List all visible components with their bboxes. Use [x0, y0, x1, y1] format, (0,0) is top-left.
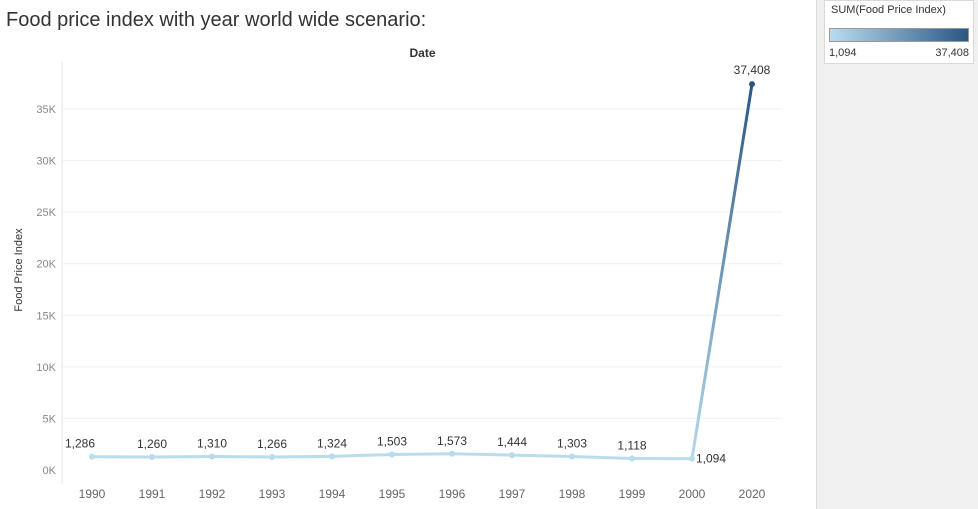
line-segment [510, 453, 574, 459]
x-tick-label: 1990 [79, 487, 106, 501]
data-label: 1,094 [696, 452, 726, 466]
x-tick-label: 1995 [379, 487, 406, 501]
line-segment [450, 452, 514, 457]
line-segment [270, 454, 334, 459]
y-tick-label: 15K [36, 310, 56, 322]
y-tick-label: 35K [36, 104, 56, 116]
x-tick-label: 1999 [619, 487, 646, 501]
x-tick-label: 1998 [559, 487, 586, 501]
data-point[interactable] [629, 455, 635, 462]
line-segment [150, 454, 214, 459]
x-tick-label: 1991 [139, 487, 166, 501]
x-tick-label: 1997 [499, 487, 526, 501]
y-tick-label: 20K [36, 259, 56, 271]
x-tick-label: 1996 [439, 487, 466, 501]
x-tick-label: 2000 [679, 487, 706, 501]
y-tick-label: 0K [43, 465, 57, 477]
legend-color-ramp [829, 28, 969, 42]
x-tick-label: 1994 [319, 487, 346, 501]
data-point[interactable] [569, 453, 575, 460]
legend-title: SUM(Food Price Index) [831, 4, 946, 16]
y-tick-label: 25K [36, 207, 56, 219]
data-label: 1,573 [437, 434, 467, 448]
data-label: 1,266 [257, 437, 287, 451]
chart-title: Food price index with year world wide sc… [6, 9, 427, 31]
line-segment [390, 452, 454, 456]
data-point[interactable] [209, 453, 215, 460]
color-legend[interactable]: SUM(Food Price Index) 1,094 37,408 [824, 0, 974, 64]
line-segment [330, 452, 394, 458]
legend-panel [816, 0, 978, 509]
data-label: 1,324 [317, 436, 347, 450]
data-label: 1,303 [557, 437, 587, 451]
data-label: 1,286 [65, 437, 95, 451]
column-header-date: Date [409, 46, 436, 60]
data-point[interactable] [149, 454, 155, 461]
data-point[interactable] [389, 451, 395, 458]
data-label: 1,503 [377, 434, 407, 448]
data-label: 1,260 [137, 437, 167, 451]
y-tick-label: 10K [36, 362, 56, 374]
data-label: 1,310 [197, 436, 227, 450]
data-label: 1,444 [497, 435, 527, 449]
data-point[interactable] [749, 81, 755, 88]
data-point[interactable] [329, 453, 335, 460]
data-point[interactable] [689, 455, 695, 462]
legend-max-label: 37,408 [935, 47, 969, 59]
data-point[interactable] [509, 452, 515, 459]
line-segment [570, 455, 634, 460]
line-chart: 0K 5K 10K 15K 20K 25K 30K 35K 1990 1991 1992 1993 19… [36, 62, 782, 501]
x-tick-label: 1992 [199, 487, 226, 501]
y-tick-label: 30K [36, 156, 56, 168]
line-segment [690, 82, 754, 461]
x-tick-label: 2020 [739, 487, 766, 501]
data-label: 37,408 [734, 63, 771, 77]
y-tick-label: 5K [43, 413, 57, 425]
legend-min-label: 1,094 [829, 47, 857, 59]
data-point[interactable] [269, 453, 275, 460]
data-point[interactable] [449, 450, 455, 457]
data-label: 1,118 [617, 438, 646, 452]
data-point[interactable] [89, 453, 95, 460]
x-tick-label: 1993 [259, 487, 286, 501]
